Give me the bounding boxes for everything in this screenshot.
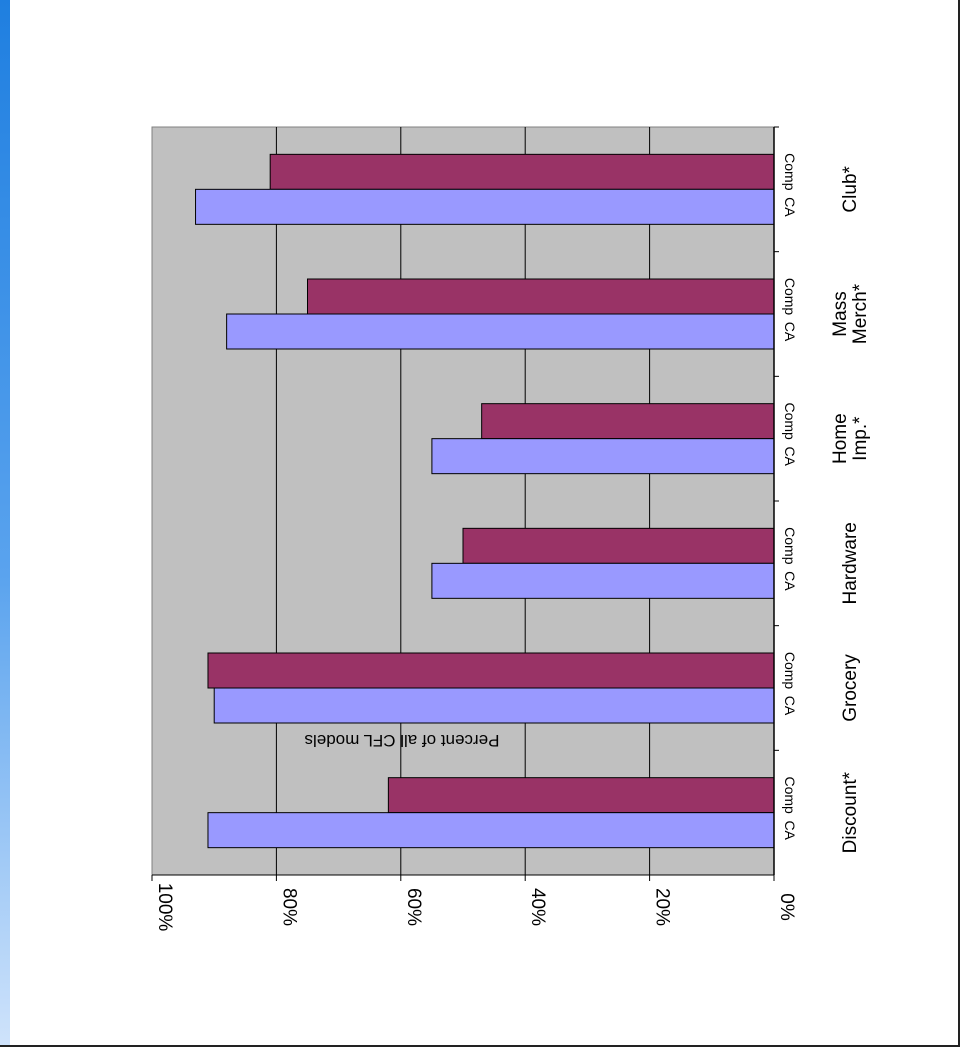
frame-bottom-border xyxy=(0,1045,960,1047)
bar-comp-1 xyxy=(207,652,775,689)
value-tick-label: 60% xyxy=(403,888,424,926)
bar-ca-3 xyxy=(431,438,775,475)
plot-area xyxy=(151,126,775,876)
series-tag-ca: CA xyxy=(782,446,798,466)
value-axis-ticks: 0% 20% 40% 60% 80% 100% xyxy=(151,875,797,932)
bar-ca-0 xyxy=(207,812,775,849)
category-axis-labels: Comp CA Discount* Comp CA Grocery Comp CA Hardwa… xyxy=(774,126,871,853)
left-accent-stripe xyxy=(0,0,10,1046)
bar-ca-5 xyxy=(195,188,775,225)
series-tag-comp: Comp xyxy=(782,776,798,814)
series-tag-comp: Comp xyxy=(782,527,798,565)
category-label: Grocery xyxy=(840,654,861,722)
series-tag-ca: CA xyxy=(782,820,798,840)
category-label: HomeImp.* xyxy=(830,413,871,464)
bars xyxy=(195,153,775,849)
category-label: Hardware xyxy=(840,522,861,604)
series-tag-comp: Comp xyxy=(782,652,798,690)
value-tick-label: 80% xyxy=(278,888,299,926)
bar-comp-0 xyxy=(387,777,775,814)
frame-right-border xyxy=(958,0,960,1047)
value-tick-label: 100% xyxy=(154,883,175,932)
series-tag-ca: CA xyxy=(782,571,798,591)
value-tick-label: 40% xyxy=(527,888,548,926)
series-tag-ca: CA xyxy=(782,322,798,342)
bar-ca-1 xyxy=(213,687,775,724)
category-label: MassMerch* xyxy=(830,283,871,344)
category-label: Discount* xyxy=(840,771,861,853)
bar-ca-4 xyxy=(226,313,775,350)
bar-ca-2 xyxy=(431,562,775,599)
gridlines xyxy=(275,127,651,875)
bar-comp-2 xyxy=(462,527,775,564)
category-label: Club* xyxy=(840,165,861,212)
series-tag-comp: Comp xyxy=(782,153,798,191)
series-tag-ca: CA xyxy=(782,197,798,217)
bar-comp-4 xyxy=(307,278,775,315)
bar-comp-5 xyxy=(269,153,775,190)
bar-comp-3 xyxy=(481,403,775,440)
value-tick-label: 0% xyxy=(776,893,797,921)
series-tag-comp: Comp xyxy=(782,278,798,316)
series-tag-ca: CA xyxy=(782,696,798,716)
value-tick-label: 20% xyxy=(652,888,673,926)
series-tag-comp: Comp xyxy=(782,402,798,440)
y-axis-title: Percent of all CFL models xyxy=(305,731,500,750)
